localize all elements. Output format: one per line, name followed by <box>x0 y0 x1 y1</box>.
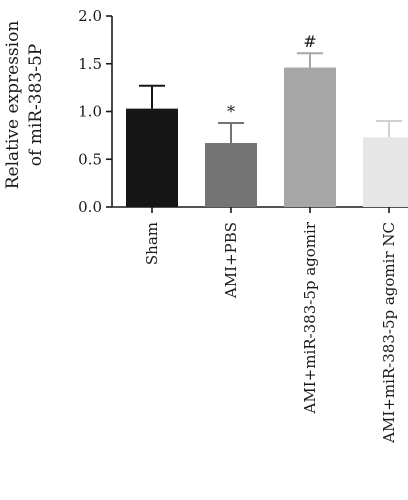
error-bars <box>139 52 402 144</box>
y-tick-label: 0.0 <box>78 198 102 216</box>
x-axis <box>112 206 408 213</box>
significance-mark-2: * <box>227 102 235 121</box>
bars <box>126 67 408 207</box>
y-axis-title: Relative expression of miR-383-5P <box>3 21 46 190</box>
y-tick-label: 1.0 <box>78 103 102 121</box>
y-tick-label: 2.0 <box>78 7 102 25</box>
significance-marks: *# <box>227 32 317 121</box>
x-tick-label: AMI+PBS <box>222 222 240 299</box>
x-tick-labels: Sham AMI+PBS AMI+miR-383-5p agomir AMI+miR-… <box>143 221 398 444</box>
y-axis-title-line-2: of miR-383-5P <box>26 44 46 166</box>
y-tick-label: 0.5 <box>78 150 102 168</box>
bar-1 <box>126 108 178 207</box>
bar-4 <box>363 137 408 207</box>
bar-2 <box>205 143 257 207</box>
bar-3 <box>284 67 336 207</box>
x-tick-label: AMI+miR-383-5p agomir NC <box>380 222 398 444</box>
y-axis: 0.0 0.5 1.0 1.5 2.0 <box>78 7 113 216</box>
significance-mark-3: # <box>303 32 316 51</box>
y-tick-label: 1.5 <box>78 55 102 73</box>
y-axis-title-line-1: Relative expression <box>3 21 23 190</box>
x-tick-label: Sham <box>143 222 161 265</box>
x-tick-label: AMI+miR-383-5p agomir <box>301 221 319 414</box>
